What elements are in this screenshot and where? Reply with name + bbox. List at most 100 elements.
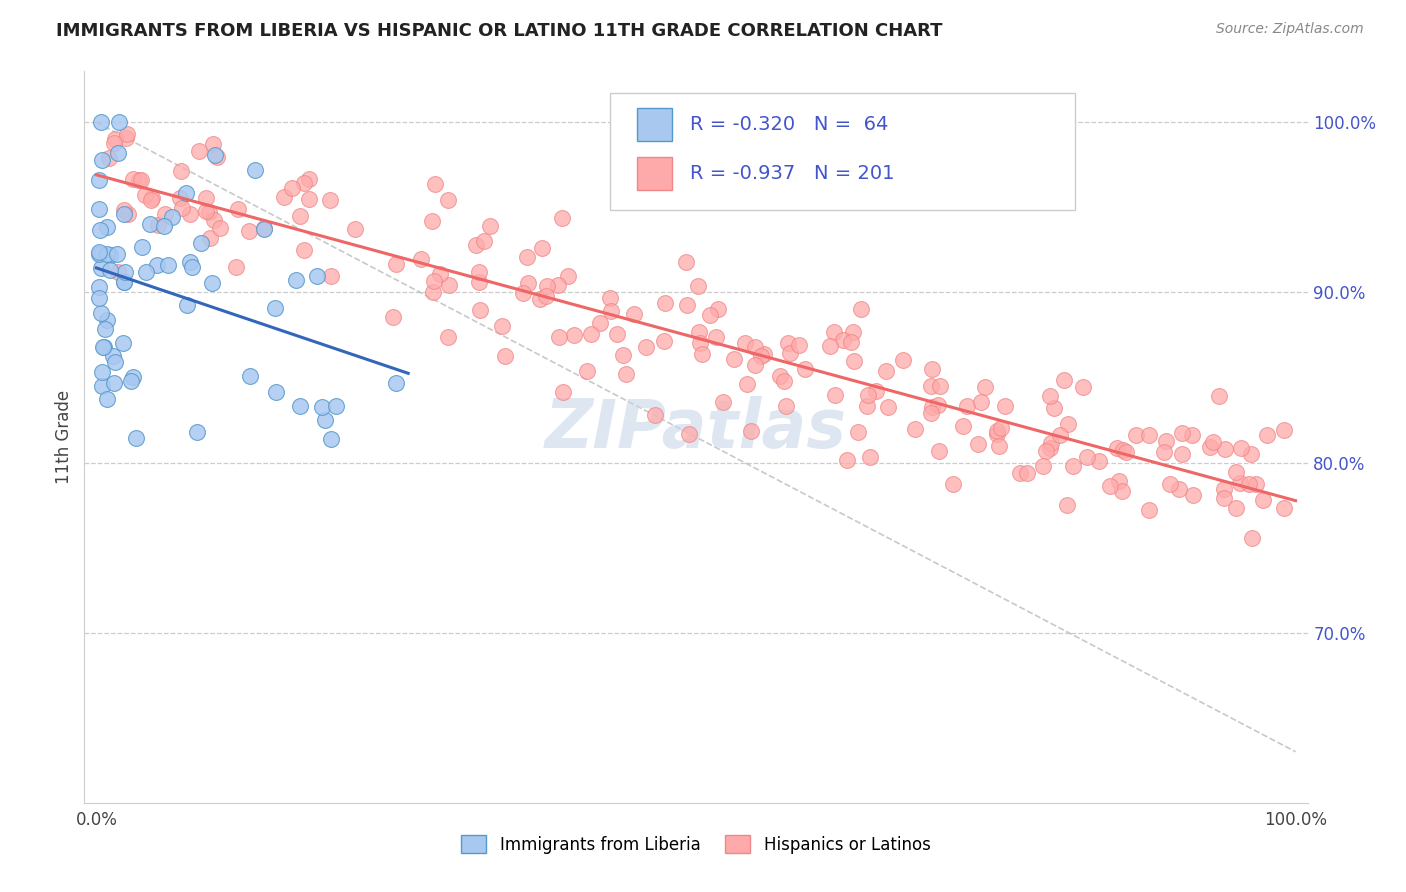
Point xyxy=(104,355,127,369)
Point xyxy=(516,250,538,264)
Point xyxy=(1159,476,1181,491)
Point xyxy=(204,148,226,162)
FancyBboxPatch shape xyxy=(637,108,672,141)
Point xyxy=(187,144,209,158)
Point xyxy=(157,259,180,273)
Point xyxy=(96,246,118,260)
Point xyxy=(634,340,657,354)
Point xyxy=(875,363,897,377)
Point xyxy=(562,328,585,343)
Text: R = -0.320   N =  64: R = -0.320 N = 64 xyxy=(690,115,889,135)
Point xyxy=(536,279,558,293)
Point xyxy=(921,400,943,414)
Point xyxy=(190,235,212,250)
Point xyxy=(928,444,950,458)
Point xyxy=(122,369,145,384)
Point xyxy=(512,285,534,300)
Point xyxy=(1213,483,1236,497)
Point xyxy=(835,452,858,467)
Point xyxy=(91,340,114,354)
Point xyxy=(1153,445,1175,459)
Point xyxy=(1230,442,1253,456)
Point xyxy=(548,330,571,344)
Point xyxy=(135,264,157,278)
Point xyxy=(179,254,201,268)
Point xyxy=(606,327,628,342)
Point xyxy=(472,234,495,248)
Point xyxy=(1076,450,1098,464)
Point xyxy=(153,219,176,233)
Point xyxy=(891,353,914,368)
Point xyxy=(744,340,766,354)
Point xyxy=(877,400,900,414)
Point xyxy=(87,244,110,259)
Point xyxy=(96,220,118,235)
Point xyxy=(839,334,862,349)
Point xyxy=(588,316,610,330)
Point xyxy=(98,263,121,277)
Point xyxy=(131,240,153,254)
Point xyxy=(470,303,492,318)
Point xyxy=(986,426,1008,441)
Point xyxy=(1125,428,1147,442)
Point xyxy=(429,267,451,281)
Point xyxy=(967,437,990,451)
Text: ZIPatlas: ZIPatlas xyxy=(546,395,846,461)
Point xyxy=(711,395,734,409)
Point xyxy=(752,347,775,361)
Point xyxy=(174,186,197,201)
Point xyxy=(623,308,645,322)
Point xyxy=(1053,373,1076,387)
Point xyxy=(112,202,135,217)
Point xyxy=(920,379,942,393)
Point xyxy=(1039,389,1062,403)
Point xyxy=(1056,498,1078,512)
Point xyxy=(678,427,700,442)
Point xyxy=(423,177,446,191)
Point xyxy=(575,364,598,378)
Point xyxy=(290,399,312,413)
Point xyxy=(201,277,224,291)
Point xyxy=(1057,417,1080,432)
Point xyxy=(170,201,193,215)
Point xyxy=(114,131,136,145)
Point xyxy=(103,376,125,390)
FancyBboxPatch shape xyxy=(637,157,672,190)
Point xyxy=(1137,428,1160,442)
Point xyxy=(139,217,162,231)
Point xyxy=(775,399,797,413)
Point xyxy=(612,348,634,362)
Point xyxy=(1251,493,1274,508)
Point xyxy=(87,246,110,260)
Point xyxy=(832,333,855,347)
Point xyxy=(420,213,443,227)
Point xyxy=(281,181,304,195)
Point xyxy=(676,298,699,312)
Point xyxy=(169,191,191,205)
Point xyxy=(686,279,709,293)
Point xyxy=(437,193,460,207)
Point xyxy=(344,221,367,235)
Point xyxy=(134,187,156,202)
Point xyxy=(115,127,138,141)
Point xyxy=(865,384,887,398)
Point xyxy=(970,395,993,409)
Point xyxy=(787,338,810,352)
Point xyxy=(385,376,408,391)
Point xyxy=(1225,500,1247,515)
Point xyxy=(1240,531,1263,545)
Point xyxy=(1229,476,1251,491)
Point xyxy=(690,346,713,360)
Point xyxy=(599,291,621,305)
Point xyxy=(1105,441,1128,455)
Point xyxy=(1212,491,1234,505)
Point xyxy=(122,172,145,186)
Point xyxy=(298,172,321,186)
Point xyxy=(91,365,114,379)
Point xyxy=(1208,389,1230,403)
Point xyxy=(744,358,766,372)
Point xyxy=(238,223,260,237)
Point xyxy=(1272,423,1295,437)
Point xyxy=(599,304,621,318)
Point xyxy=(823,325,845,339)
